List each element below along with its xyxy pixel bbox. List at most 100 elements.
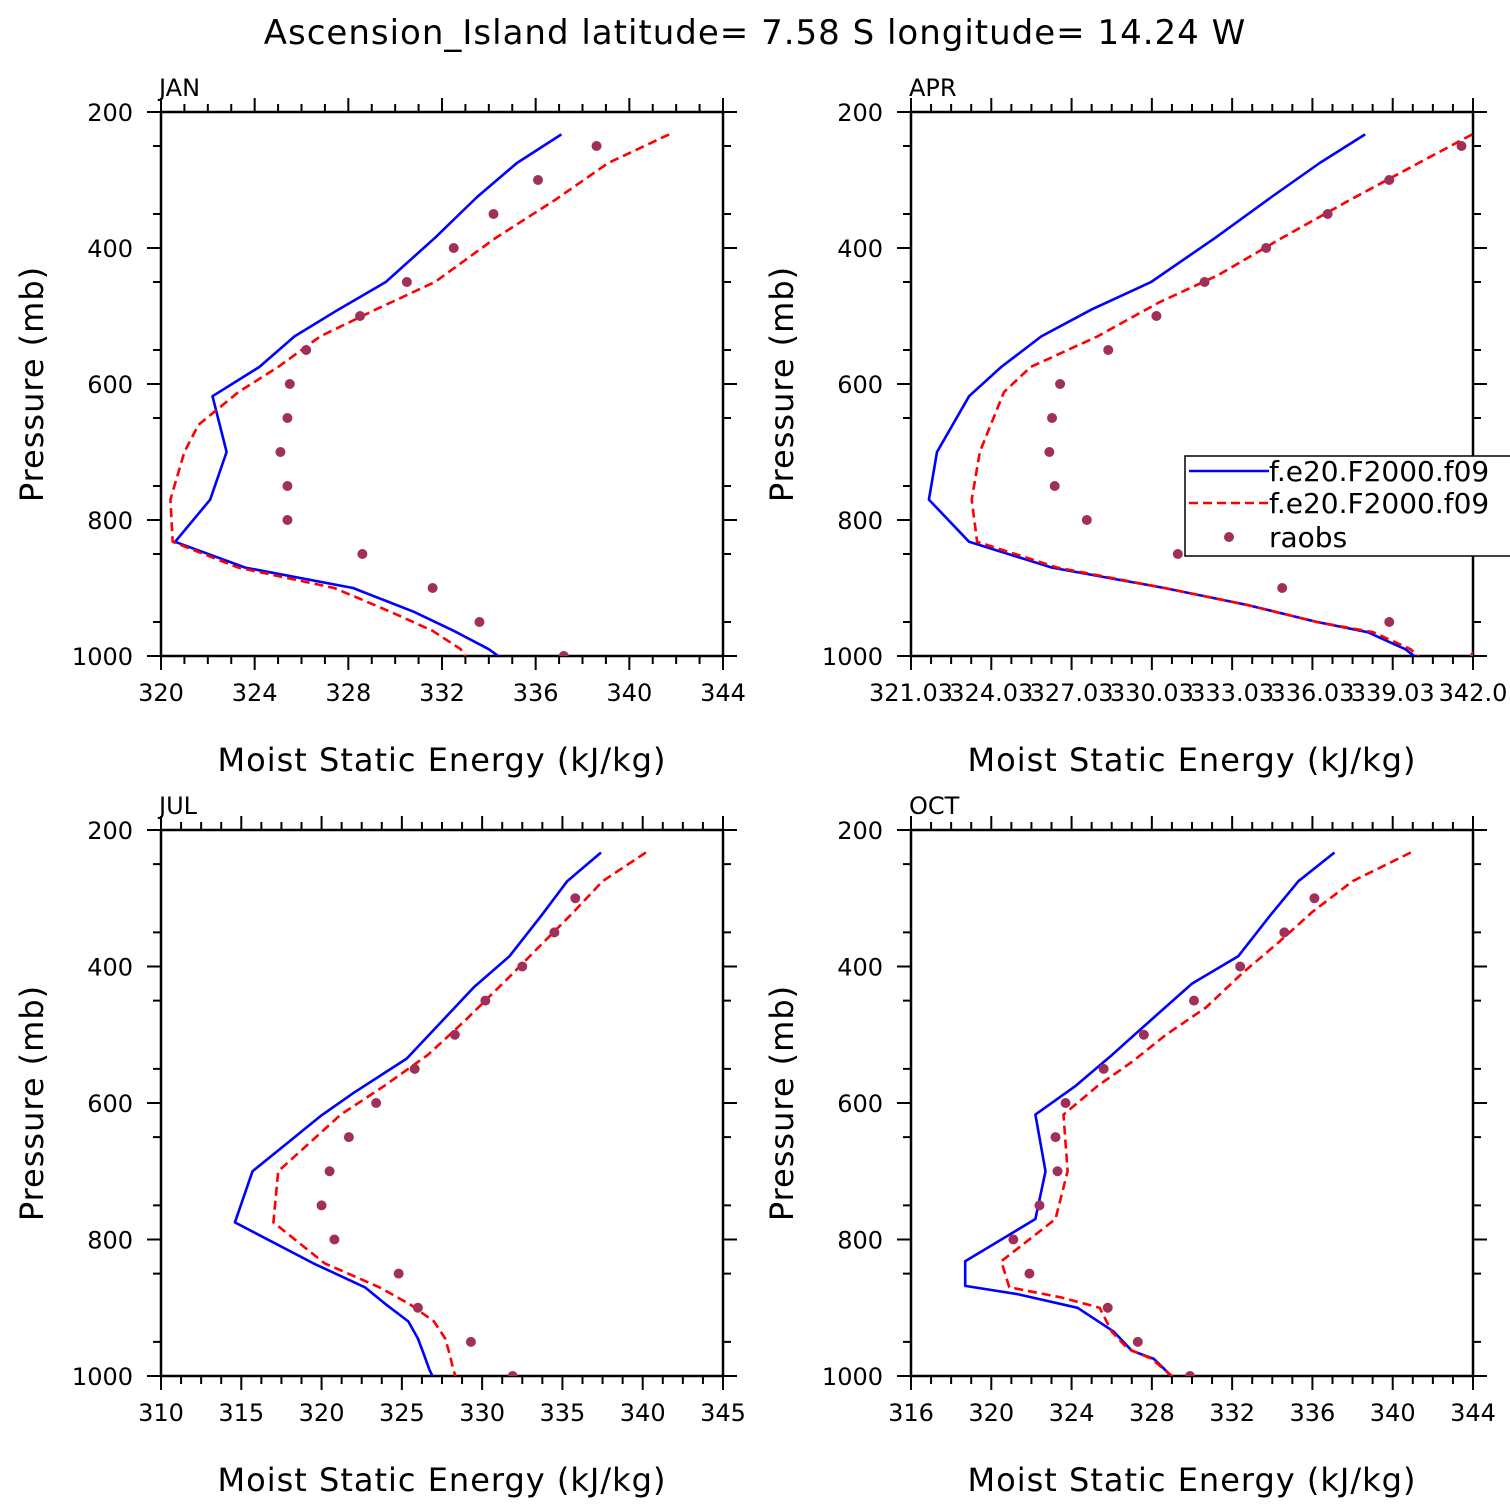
raobs-point bbox=[1050, 1132, 1061, 1143]
panel-oct: OCT 316 320 324 328 332 336 340 344 200 400 600 800 1… bbox=[763, 792, 1496, 1499]
y-tick-label: 200 bbox=[87, 99, 133, 127]
x-axis-title: Moist Static Energy (kJ/kg) bbox=[968, 1461, 1417, 1499]
raobs-point bbox=[1189, 995, 1200, 1006]
raobs-point bbox=[301, 345, 312, 355]
y-tick-label: 400 bbox=[87, 235, 133, 263]
raobs-point bbox=[357, 549, 368, 559]
x-tick-label: 310 bbox=[138, 1399, 184, 1427]
x-tick-label: 332 bbox=[1209, 1399, 1255, 1427]
raobs-point bbox=[412, 1302, 423, 1313]
raobs-point bbox=[355, 311, 366, 321]
y-tick-label: 400 bbox=[837, 235, 883, 263]
raobs-point bbox=[1024, 1268, 1035, 1279]
x-axis-title: Moist Static Energy (kJ/kg) bbox=[218, 741, 667, 779]
raobs-point bbox=[409, 1063, 420, 1074]
raobs-point bbox=[1102, 1302, 1113, 1313]
raobs-point bbox=[517, 961, 528, 972]
plot-frame bbox=[159, 110, 725, 658]
raobs-point bbox=[1469, 651, 1473, 656]
raobs-point bbox=[1098, 1063, 1109, 1074]
raobs-point bbox=[329, 1234, 340, 1245]
x-tick-label: 345 bbox=[700, 1399, 746, 1427]
legend-box bbox=[1184, 455, 1510, 557]
raobs-point bbox=[570, 893, 581, 904]
raobs-point bbox=[507, 1371, 518, 1376]
raobs-point bbox=[1034, 1200, 1045, 1211]
y-tick-label: 200 bbox=[87, 817, 133, 845]
raobs-point bbox=[1235, 961, 1246, 972]
model-solid-line bbox=[233, 851, 602, 1376]
raobs-point bbox=[1052, 1166, 1063, 1177]
x-tick-label: 336.03 bbox=[1270, 679, 1354, 707]
x-tick-label: 344 bbox=[1450, 1399, 1496, 1427]
raobs-point bbox=[1277, 583, 1288, 593]
x-tick-label: 316 bbox=[888, 1399, 934, 1427]
raobs-point bbox=[393, 1268, 404, 1279]
raobs-point bbox=[316, 1200, 327, 1211]
x-axis-title: Moist Static Energy (kJ/kg) bbox=[968, 741, 1417, 779]
model-solid-line bbox=[963, 851, 1336, 1376]
model-solid-line bbox=[927, 133, 1417, 656]
model-dashed-line bbox=[169, 133, 670, 656]
model-solid-line bbox=[173, 133, 563, 656]
x-tick-label: 324 bbox=[232, 679, 278, 707]
y-tick-label: 800 bbox=[87, 1227, 133, 1255]
raobs-point bbox=[1047, 413, 1058, 423]
y-axis-title: Pressure (mb) bbox=[13, 266, 51, 502]
raobs-point bbox=[488, 209, 499, 219]
plot-frame bbox=[909, 110, 1475, 658]
raobs-point bbox=[1103, 345, 1114, 355]
series-group bbox=[233, 851, 647, 1376]
raobs-point bbox=[401, 277, 412, 287]
y-tick-label: 1000 bbox=[72, 1363, 133, 1391]
panel-apr: APR321.03324.03327.03330.03333.03336.033… bbox=[763, 74, 1510, 779]
raobs-point bbox=[427, 583, 438, 593]
panel-label: JUL bbox=[157, 792, 198, 820]
raobs-point bbox=[480, 995, 491, 1006]
raobs-point bbox=[1049, 481, 1060, 491]
x-tick-label: 321.03 bbox=[869, 679, 953, 707]
model-dashed-line bbox=[1000, 851, 1412, 1376]
figure-title: Ascension_Island latitude= 7.58 S longit… bbox=[264, 13, 1247, 53]
raobs-point bbox=[284, 379, 295, 389]
raobs-point bbox=[1151, 311, 1162, 321]
x-tick-label: 330 bbox=[459, 1399, 505, 1427]
plot-frame bbox=[159, 828, 725, 1378]
x-tick-label: 324 bbox=[1049, 1399, 1095, 1427]
raobs-point bbox=[275, 447, 286, 457]
y-tick-label: 400 bbox=[87, 954, 133, 982]
raobs-point bbox=[1384, 617, 1395, 627]
y-tick-label: 200 bbox=[837, 99, 883, 127]
y-tick-label: 200 bbox=[837, 817, 883, 845]
y-tick-label: 800 bbox=[837, 1227, 883, 1255]
raobs-point bbox=[449, 1029, 460, 1040]
y-tick-label: 600 bbox=[87, 1090, 133, 1118]
x-tick-label: 320 bbox=[968, 1399, 1014, 1427]
x-tick-label: 333.03 bbox=[1190, 679, 1274, 707]
series-group bbox=[169, 133, 670, 656]
x-tick-label: 328 bbox=[325, 679, 371, 707]
x-tick-label: 336 bbox=[1290, 1399, 1336, 1427]
raobs-point bbox=[343, 1132, 354, 1143]
raobs-point bbox=[1138, 1029, 1149, 1040]
plot-frame bbox=[909, 828, 1475, 1378]
raobs-point bbox=[282, 481, 293, 491]
raobs-point bbox=[1184, 1371, 1195, 1376]
raobs-point bbox=[1279, 927, 1290, 938]
raobs-point bbox=[549, 927, 560, 938]
panel-jul: JUL 310 315 320 325 330 335 340 345 200 400 600 800 1… bbox=[13, 792, 746, 1499]
y-tick-label: 600 bbox=[837, 1090, 883, 1118]
legend-entry: f.e20.F2000.f09 bbox=[1269, 455, 1489, 488]
series-group bbox=[927, 133, 1473, 656]
x-tick-label: 335 bbox=[540, 1399, 586, 1427]
y-tick-label: 1000 bbox=[72, 643, 133, 671]
x-tick-label: 336 bbox=[513, 679, 559, 707]
y-tick-label: 800 bbox=[87, 507, 133, 535]
raobs-point bbox=[1172, 549, 1183, 559]
raobs-point bbox=[1081, 515, 1092, 525]
raobs-point bbox=[1322, 209, 1333, 219]
raobs-point bbox=[591, 141, 602, 151]
legend-entry: raobs bbox=[1269, 521, 1347, 554]
